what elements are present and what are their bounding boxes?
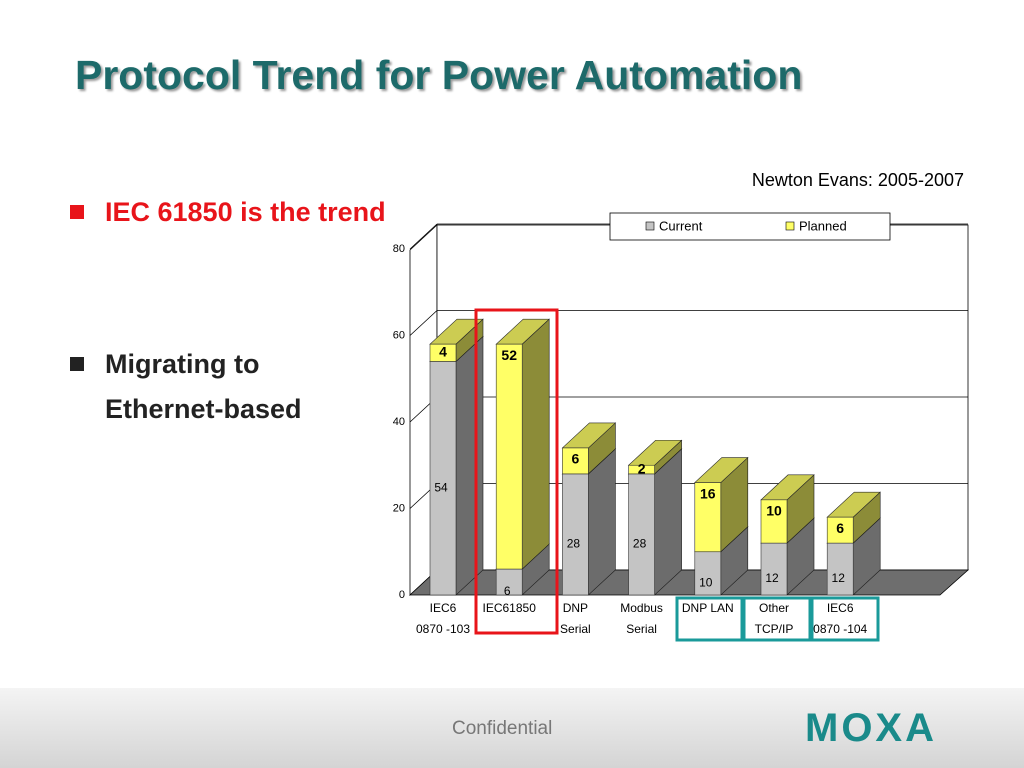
y-tick-label: 80 — [393, 243, 405, 255]
x-tick-label: Other TCP/IP — [755, 601, 794, 636]
chart: Newton Evans: 2005-2007 0 20 40 60 80 IEC6 087… — [393, 170, 970, 642]
floor — [408, 569, 970, 596]
bar-side — [588, 448, 616, 596]
footer-text: Confidential — [452, 718, 553, 739]
bar — [429, 343, 457, 362]
y-tick-label: 0 — [399, 589, 405, 601]
x-tick-label: DNP LAN — [682, 601, 734, 615]
highlight-box — [810, 596, 880, 642]
bar — [694, 551, 722, 596]
y-tick-label: 20 — [393, 502, 405, 514]
value-label: 10 — [699, 576, 713, 590]
x-tick-label: DNP Serial — [560, 601, 591, 636]
legend-swatch — [785, 221, 795, 231]
value-label: 12 — [765, 571, 779, 585]
value-label: 28 — [567, 537, 581, 551]
value-label: 10 — [766, 503, 782, 519]
grid-line — [409, 223, 438, 250]
legend — [609, 212, 891, 241]
value-label: 4 — [439, 344, 447, 360]
bar — [562, 447, 589, 475]
legend-label: Planned — [799, 218, 847, 233]
value-label: 2 — [638, 460, 646, 476]
value-label: 16 — [700, 485, 716, 501]
x-tick-label: IEC61850 — [483, 601, 537, 615]
bar — [429, 361, 457, 596]
bar-side — [654, 448, 682, 596]
bar — [760, 499, 788, 544]
grid-line — [409, 310, 438, 336]
highlight-box — [675, 596, 744, 642]
x-tick-label: Modbus Serial — [620, 601, 663, 636]
legend-swatch — [645, 221, 655, 231]
bullet: IEC 61850 is the trend — [70, 190, 405, 235]
value-label: 54 — [434, 480, 448, 494]
value-label: 6 — [504, 584, 511, 598]
bullet: Migrating to Ethernet-based — [70, 342, 365, 432]
bar — [495, 343, 523, 570]
plot: 0 20 40 60 80 IEC6 0870 -103 54 4 IEC61850 6 52 DNP S… — [393, 223, 968, 636]
highlight-box — [474, 308, 559, 635]
bar — [628, 464, 655, 475]
value-label: 12 — [832, 571, 846, 585]
x-tick-label: IEC6 0870 -103 — [416, 601, 470, 636]
logo: MOXA — [805, 706, 937, 750]
bar — [628, 473, 655, 596]
y-tick-label: 40 — [393, 416, 405, 428]
value-label: 6 — [572, 451, 580, 467]
y-tick-label: 60 — [393, 329, 405, 341]
value-label: 28 — [633, 537, 647, 551]
footer — [0, 688, 1024, 768]
bar — [562, 473, 589, 596]
legend-label: Current — [659, 218, 703, 233]
chart-title: Newton Evans: 2005-2007 — [752, 170, 964, 190]
highlight-box — [742, 596, 812, 642]
value-label: 6 — [836, 520, 844, 536]
bar-side — [455, 335, 484, 596]
value-label: 52 — [501, 347, 517, 363]
x-tick-label: IEC6 0870 -104 — [813, 601, 867, 636]
bar — [826, 542, 854, 596]
bar — [826, 516, 854, 544]
bar-side — [521, 318, 550, 570]
bar — [694, 482, 722, 553]
slide-title: Protocol Trend for Power Automation — [75, 52, 803, 98]
bar — [760, 542, 788, 596]
